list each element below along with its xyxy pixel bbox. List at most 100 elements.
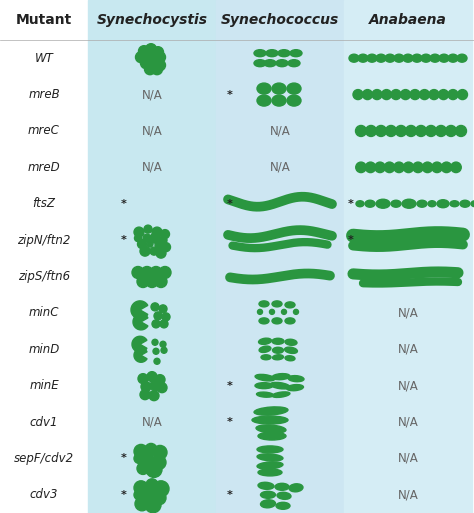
Text: N/A: N/A bbox=[270, 161, 291, 174]
Ellipse shape bbox=[254, 50, 266, 57]
Ellipse shape bbox=[375, 126, 386, 136]
Text: Anabaena: Anabaena bbox=[369, 13, 447, 27]
Ellipse shape bbox=[272, 301, 282, 307]
Ellipse shape bbox=[146, 461, 162, 478]
Ellipse shape bbox=[353, 90, 363, 100]
Wedge shape bbox=[134, 348, 147, 362]
Ellipse shape bbox=[255, 383, 273, 389]
Ellipse shape bbox=[276, 60, 288, 67]
Text: WT: WT bbox=[35, 52, 54, 65]
Text: Synechocystis: Synechocystis bbox=[97, 13, 208, 27]
Ellipse shape bbox=[450, 201, 459, 207]
Ellipse shape bbox=[155, 374, 165, 385]
Ellipse shape bbox=[257, 462, 283, 469]
Wedge shape bbox=[131, 301, 148, 319]
Ellipse shape bbox=[457, 90, 467, 100]
Text: *: * bbox=[121, 199, 127, 209]
Text: Mutant: Mutant bbox=[16, 13, 72, 27]
Ellipse shape bbox=[288, 60, 300, 67]
Ellipse shape bbox=[150, 381, 160, 391]
Ellipse shape bbox=[273, 354, 283, 360]
Text: N/A: N/A bbox=[398, 306, 419, 320]
Ellipse shape bbox=[160, 320, 168, 328]
Text: N/A: N/A bbox=[398, 416, 419, 428]
Ellipse shape bbox=[446, 126, 456, 136]
Ellipse shape bbox=[154, 312, 162, 320]
Ellipse shape bbox=[254, 60, 266, 67]
Ellipse shape bbox=[153, 445, 167, 460]
Text: minE: minE bbox=[29, 379, 59, 392]
Text: sepF/cdv2: sepF/cdv2 bbox=[14, 452, 74, 465]
Ellipse shape bbox=[290, 50, 302, 57]
Ellipse shape bbox=[437, 200, 449, 208]
Ellipse shape bbox=[152, 339, 158, 345]
Ellipse shape bbox=[155, 275, 167, 287]
Ellipse shape bbox=[155, 60, 165, 71]
Text: *: * bbox=[227, 90, 233, 100]
Ellipse shape bbox=[161, 347, 167, 353]
Ellipse shape bbox=[159, 236, 167, 244]
Ellipse shape bbox=[365, 200, 375, 207]
Text: *: * bbox=[227, 417, 233, 427]
Ellipse shape bbox=[150, 233, 160, 243]
Ellipse shape bbox=[152, 456, 166, 469]
Ellipse shape bbox=[145, 64, 155, 75]
Text: Synechococcus: Synechococcus bbox=[221, 13, 339, 27]
Text: *: * bbox=[227, 199, 233, 209]
Ellipse shape bbox=[258, 482, 274, 489]
Ellipse shape bbox=[145, 443, 157, 456]
Ellipse shape bbox=[288, 376, 304, 382]
Ellipse shape bbox=[148, 57, 159, 69]
Ellipse shape bbox=[134, 444, 148, 459]
Bar bbox=[344, 0, 472, 513]
Text: N/A: N/A bbox=[398, 379, 419, 392]
Ellipse shape bbox=[401, 90, 410, 100]
Ellipse shape bbox=[151, 303, 159, 311]
Ellipse shape bbox=[272, 373, 290, 380]
Text: minD: minD bbox=[28, 343, 60, 356]
Text: N/A: N/A bbox=[142, 416, 163, 428]
Ellipse shape bbox=[143, 489, 155, 501]
Ellipse shape bbox=[142, 453, 154, 465]
Ellipse shape bbox=[367, 54, 377, 62]
Ellipse shape bbox=[152, 64, 163, 75]
Ellipse shape bbox=[146, 51, 157, 62]
Ellipse shape bbox=[402, 199, 416, 208]
Ellipse shape bbox=[287, 95, 301, 106]
Ellipse shape bbox=[270, 382, 290, 389]
Ellipse shape bbox=[141, 382, 151, 391]
Ellipse shape bbox=[272, 95, 286, 106]
Ellipse shape bbox=[275, 483, 289, 490]
Text: *: * bbox=[348, 235, 354, 245]
Ellipse shape bbox=[410, 90, 420, 100]
Ellipse shape bbox=[365, 162, 376, 172]
Ellipse shape bbox=[417, 200, 427, 207]
Ellipse shape bbox=[150, 247, 158, 255]
Ellipse shape bbox=[138, 373, 148, 384]
Ellipse shape bbox=[448, 54, 458, 62]
Ellipse shape bbox=[363, 90, 373, 100]
Ellipse shape bbox=[140, 390, 150, 400]
Ellipse shape bbox=[448, 90, 458, 100]
Text: *: * bbox=[348, 199, 354, 209]
Text: N/A: N/A bbox=[270, 125, 291, 137]
Bar bbox=[216, 0, 344, 513]
Ellipse shape bbox=[134, 227, 144, 237]
Ellipse shape bbox=[457, 54, 467, 62]
Ellipse shape bbox=[391, 200, 401, 207]
Ellipse shape bbox=[293, 309, 299, 314]
Ellipse shape bbox=[256, 392, 273, 397]
Ellipse shape bbox=[289, 484, 303, 492]
Ellipse shape bbox=[137, 275, 149, 287]
Ellipse shape bbox=[394, 162, 404, 172]
Ellipse shape bbox=[285, 356, 295, 361]
Ellipse shape bbox=[358, 54, 368, 62]
Text: N/A: N/A bbox=[142, 88, 163, 101]
Text: cdv3: cdv3 bbox=[30, 488, 58, 501]
Ellipse shape bbox=[266, 50, 278, 57]
Ellipse shape bbox=[422, 162, 433, 172]
Ellipse shape bbox=[257, 446, 283, 453]
Ellipse shape bbox=[136, 52, 146, 63]
Ellipse shape bbox=[405, 126, 417, 136]
Ellipse shape bbox=[436, 126, 447, 136]
